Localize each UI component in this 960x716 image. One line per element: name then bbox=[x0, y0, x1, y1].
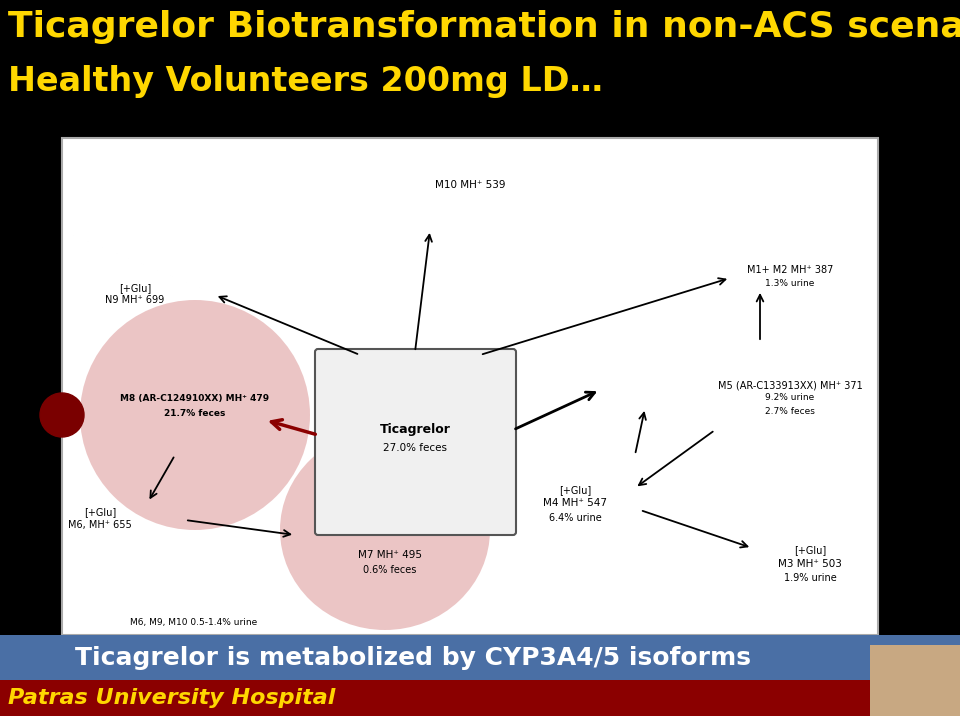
Text: 27.0% feces: 27.0% feces bbox=[383, 443, 447, 453]
Text: [+Glu]: [+Glu] bbox=[119, 283, 151, 293]
Text: 0.6% feces: 0.6% feces bbox=[363, 565, 417, 575]
Text: M6, M9, M10 0.5-1.4% urine: M6, M9, M10 0.5-1.4% urine bbox=[130, 617, 257, 626]
Text: 9.2% urine: 9.2% urine bbox=[765, 394, 815, 402]
Text: Patras University Hospital: Patras University Hospital bbox=[8, 688, 335, 708]
Bar bbox=[870, 645, 960, 716]
Circle shape bbox=[40, 393, 84, 437]
Text: 1.3% urine: 1.3% urine bbox=[765, 279, 815, 288]
Text: M1+ M2 MH⁺ 387: M1+ M2 MH⁺ 387 bbox=[747, 265, 833, 275]
Text: Ticagrelor: Ticagrelor bbox=[379, 423, 450, 437]
Text: M5 (AR-C133913XX) MH⁺ 371: M5 (AR-C133913XX) MH⁺ 371 bbox=[718, 380, 862, 390]
Bar bbox=[0, 680, 960, 716]
Ellipse shape bbox=[80, 300, 310, 530]
Text: 6.4% urine: 6.4% urine bbox=[548, 513, 601, 523]
Ellipse shape bbox=[280, 430, 490, 630]
Text: M6, MH⁺ 655: M6, MH⁺ 655 bbox=[68, 520, 132, 530]
Bar bbox=[62, 138, 878, 635]
Text: M4 MH⁺ 547: M4 MH⁺ 547 bbox=[543, 498, 607, 508]
Bar bbox=[0, 635, 960, 680]
Text: 1.9% urine: 1.9% urine bbox=[783, 573, 836, 583]
Text: Ticagrelor is metabolized by CYP3A4/5 isoforms: Ticagrelor is metabolized by CYP3A4/5 is… bbox=[75, 646, 751, 669]
Text: M8 (AR-C124910XX) MH⁺ 479: M8 (AR-C124910XX) MH⁺ 479 bbox=[120, 394, 270, 402]
Text: 2.7% feces: 2.7% feces bbox=[765, 407, 815, 415]
Text: 21.7% feces: 21.7% feces bbox=[164, 409, 226, 417]
Text: N9 MH⁺ 699: N9 MH⁺ 699 bbox=[106, 295, 164, 305]
Text: [+Glu]: [+Glu] bbox=[84, 507, 116, 517]
Text: M7 MH⁺ 495: M7 MH⁺ 495 bbox=[358, 550, 422, 560]
Text: Healthy Volunteers 200mg LD…: Healthy Volunteers 200mg LD… bbox=[8, 65, 603, 98]
Text: [+Glu]: [+Glu] bbox=[794, 545, 827, 555]
Text: M10 MH⁺ 539: M10 MH⁺ 539 bbox=[435, 180, 505, 190]
Text: [+Glu]: [+Glu] bbox=[559, 485, 591, 495]
Text: M3 MH⁺ 503: M3 MH⁺ 503 bbox=[778, 559, 842, 569]
Text: Ticagrelor Biotransformation in non-ACS scenarios: Ticagrelor Biotransformation in non-ACS … bbox=[8, 10, 960, 44]
FancyBboxPatch shape bbox=[315, 349, 516, 535]
